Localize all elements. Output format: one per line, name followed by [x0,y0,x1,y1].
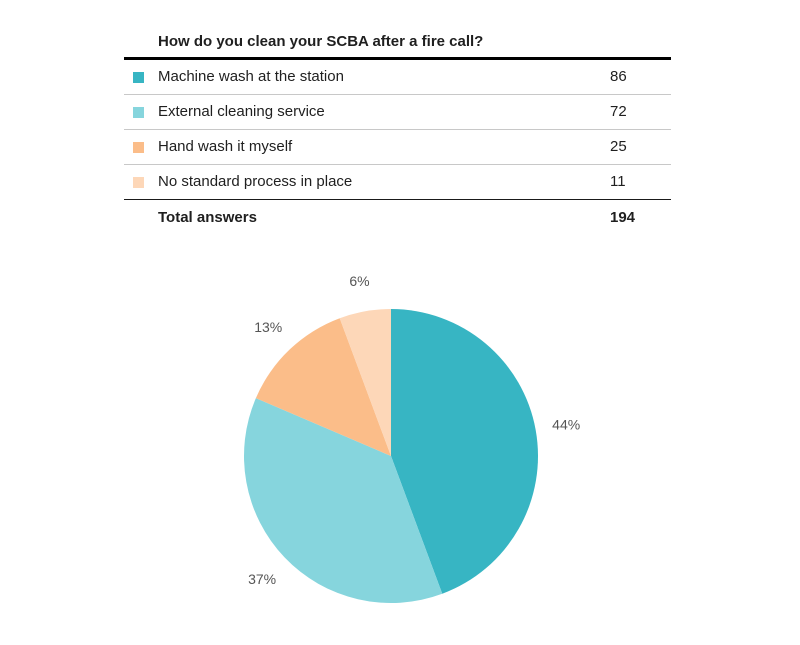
slice-percent-label: 6% [349,273,369,289]
slice-percent-label: 37% [248,571,276,587]
slice-percent-label: 44% [552,416,580,432]
slice-percent-label: 13% [254,319,282,335]
